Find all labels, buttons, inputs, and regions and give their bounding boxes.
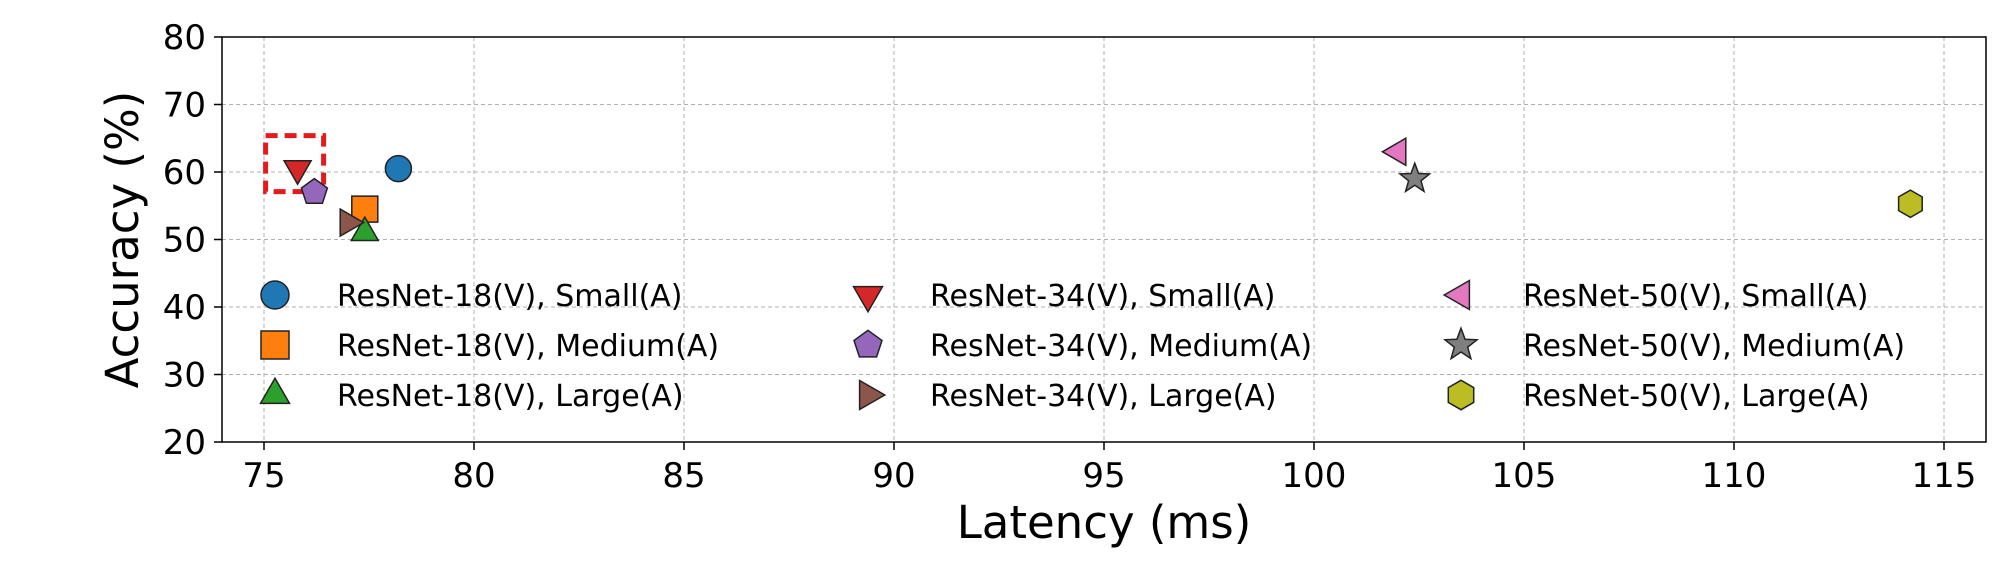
legend-marker xyxy=(260,280,290,310)
legend-label: ResNet-18(V), Small(A) xyxy=(337,279,683,314)
legend-label: ResNet-34(V), Medium(A) xyxy=(930,329,1312,364)
legend: ResNet-18(V), Small(A) ResNet-18(V), Medi… xyxy=(259,279,1905,414)
y-tick-label: 50 xyxy=(163,221,206,261)
x-tick-label: 115 xyxy=(1912,456,1977,496)
x-tick-label: 110 xyxy=(1702,456,1767,496)
data-points xyxy=(282,136,1923,242)
legend-label: ResNet-34(V), Small(A) xyxy=(930,279,1276,314)
legend-label: ResNet-50(V), Medium(A) xyxy=(1523,329,1905,364)
y-tick-label: 80 xyxy=(163,18,206,58)
x-tick-label: 85 xyxy=(662,456,705,496)
y-tick-label: 20 xyxy=(163,423,206,463)
x-tick-label: 90 xyxy=(872,456,915,496)
highlight-dashed-box xyxy=(263,133,327,195)
x-tick-label: 105 xyxy=(1492,456,1557,496)
data-point xyxy=(350,215,380,242)
x-tick-label: 100 xyxy=(1282,456,1347,496)
legend-label: ResNet-50(V), Large(A) xyxy=(1523,379,1870,414)
data-point xyxy=(1897,189,1923,219)
y-axis-title: Accuracy (%) xyxy=(96,91,149,389)
axis-ticks: 75 80 85 90 95 100 105 110 115 20 30 40 50 60 70 80 xyxy=(163,18,1977,496)
legend-marker xyxy=(260,330,290,360)
legend-marker xyxy=(1447,379,1475,411)
legend-label: ResNet-18(V), Large(A) xyxy=(337,379,684,414)
data-point xyxy=(282,160,313,186)
legend-label: ResNet-18(V), Medium(A) xyxy=(337,329,719,364)
x-tick-label: 75 xyxy=(242,456,285,496)
y-tick-label: 40 xyxy=(163,288,206,328)
x-axis-title: Latency (ms) xyxy=(957,496,1252,549)
data-point xyxy=(1397,161,1432,194)
legend-marker xyxy=(858,379,887,411)
y-tick-label: 70 xyxy=(163,86,206,126)
data-point xyxy=(300,177,329,205)
legend-marker xyxy=(852,285,884,314)
legend-marker xyxy=(853,329,883,358)
highlight-box xyxy=(263,133,327,195)
legend-label: ResNet-34(V), Large(A) xyxy=(930,379,1277,414)
x-tick-label: 80 xyxy=(452,456,495,496)
y-tick-label: 60 xyxy=(163,153,206,193)
legend-marker xyxy=(259,376,291,405)
legend-marker xyxy=(1442,326,1480,361)
data-point xyxy=(384,154,413,183)
legend-marker xyxy=(1442,279,1471,311)
x-tick-label: 95 xyxy=(1082,456,1125,496)
data-point xyxy=(339,207,366,238)
y-tick-label: 30 xyxy=(163,356,206,396)
data-point xyxy=(1380,136,1407,167)
legend-label: ResNet-50(V), Small(A) xyxy=(1523,279,1869,314)
